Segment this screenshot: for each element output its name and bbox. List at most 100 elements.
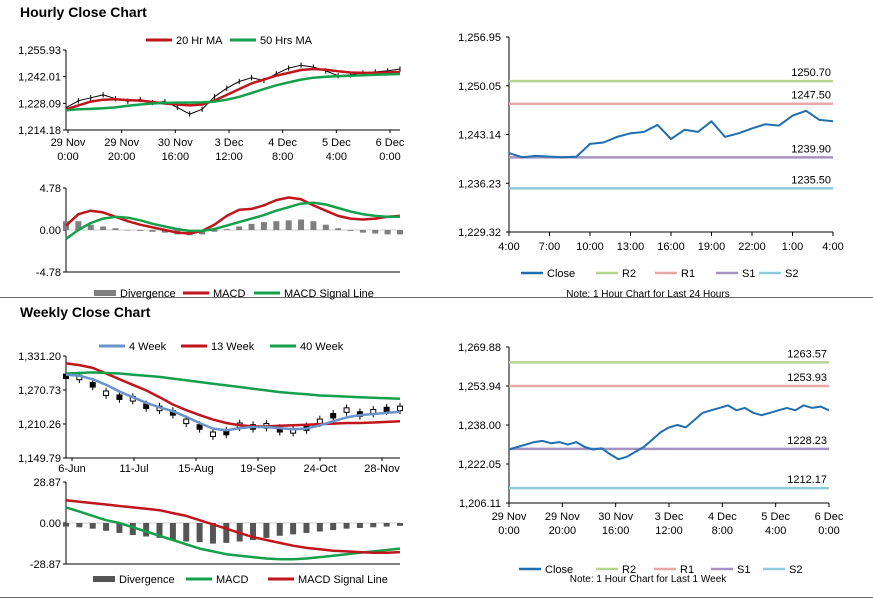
weekly-candle-body [383, 406, 390, 413]
weekly-divergence-bar [263, 523, 270, 538]
hourly-price-xtick-time: 0:00 [57, 151, 78, 163]
weekly-40wk-line [65, 371, 401, 401]
hourly-ma20-line [65, 67, 401, 111]
weekly-section-title: Weekly Close Chart [20, 304, 151, 320]
weekly_levels-xtick-date: 30 Nov [598, 511, 633, 523]
weekly-divergence-bar [223, 523, 230, 543]
hourly_levels-xtick-label: 13:00 [617, 241, 645, 253]
weekly-divergence-bar [129, 523, 136, 536]
hourly-divergence-bar [211, 230, 218, 232]
hourly_macd-ytick-label: 4.78 [40, 183, 61, 195]
hourly-divergence-bar [161, 230, 168, 233]
hourly_price-ytick-label: 1,255.93 [18, 45, 61, 57]
hourly-legend-ma20-label: 20 Hr MA [176, 35, 223, 47]
hourly_levels-legend-label-r2: R2 [622, 268, 636, 280]
hourly-macd-signal-line [65, 201, 400, 240]
hourly_levels-xtick-label: 4:00 [498, 241, 519, 253]
hourly_levels-xtick-label: 10:00 [576, 241, 604, 253]
weekly-candle-body [343, 407, 350, 413]
hourly-divergence-bar [347, 230, 354, 231]
hourly_levels-legend-label-s1: S1 [742, 268, 755, 280]
weekly_levels-xtick-time: 20:00 [549, 525, 577, 537]
weekly-4wk-line [65, 373, 401, 432]
weekly_levels-xtick-date: 29 Nov [545, 511, 580, 523]
hourly-divergence-bar [335, 228, 342, 230]
hourly-divergence-bar [273, 221, 280, 230]
weekly-divergence-bar [76, 523, 83, 528]
weekly-divergence-bar [250, 523, 257, 541]
weekly-price-xtick-label: 19-Sep [240, 463, 275, 475]
bottom-divider [0, 597, 873, 598]
hourly-section-title: Hourly Close Chart [20, 4, 147, 20]
hourly-price-xtick-date: 29 Nov [51, 137, 86, 149]
hourly_price-ytick-label: 1,214.18 [18, 125, 61, 137]
hourly_levels-level-label-r1: 1247.50 [791, 90, 831, 102]
hourly_levels-note: Note: 1 Hour Chart for Last 24 Hours [566, 289, 729, 300]
weekly_levels-note: Note: 1 Hour Chart for Last 1 Week [570, 574, 728, 585]
hourly-price-xtick-date: 30 Nov [158, 137, 193, 149]
weekly-legend-macd-label: MACD [216, 574, 248, 586]
hourly-divergence-bar [310, 221, 317, 230]
section-divider [0, 297, 873, 298]
hourly-divergence-bar [248, 223, 255, 230]
hourly-legend-divergence-label: Divergence [120, 288, 176, 300]
weekly_levels-legend-label-r2: R2 [622, 564, 636, 576]
hourly_levels-close-line [508, 109, 834, 159]
hourly-price-xtick-date: 6 Dec [376, 137, 405, 149]
weekly_levels-legend-label-s1: S1 [737, 564, 750, 576]
hourly-price-xtick-time: 20:00 [108, 151, 136, 163]
weekly-price-xtick-label: 6-Jun [58, 463, 86, 475]
weekly-divergence-bar [156, 523, 163, 538]
weekly-price-xtick-label: 15-Aug [178, 463, 213, 475]
weekly_price-ytick-label: 1,210.26 [18, 419, 61, 431]
weekly-macd-line [65, 506, 401, 561]
hourly_levels-xtick-label: 7:00 [539, 241, 560, 253]
hourly-legend-ma50-label: 50 Hrs MA [260, 35, 313, 47]
hourly-divergence-bar [285, 220, 292, 230]
hourly_levels-ytick-label: 1,250.05 [458, 81, 501, 93]
hourly_levels-ytick-label: 1,243.14 [458, 130, 501, 142]
weekly_price-ytick-label: 1,331.20 [18, 351, 61, 363]
weekly-legend-divergence-swatch [93, 576, 115, 582]
hourly-divergence-bar [322, 224, 329, 230]
hourly-divergence-bar [199, 230, 206, 235]
hourly_levels-level-label-r2: 1250.70 [791, 67, 831, 79]
weekly_levels-close-line [508, 404, 830, 461]
hourly_price-ytick-label: 1,242.01 [18, 72, 61, 84]
hourly_levels-legend-label-r1: R1 [681, 268, 695, 280]
weekly-divergence-bar [276, 523, 283, 536]
weekly_levels-legend-label-s2: S2 [789, 564, 802, 576]
hourly-legend-divergence-swatch [94, 290, 116, 296]
weekly_levels-legend-label-r1: R1 [680, 564, 694, 576]
weekly_levels-level-label-s2: 1212.17 [787, 474, 827, 486]
hourly-divergence-bar [359, 230, 366, 233]
weekly_levels-xtick-date: 6 Dec [815, 511, 844, 523]
weekly-candle-body [103, 390, 110, 396]
hourly_levels-legend-label-s2: S2 [785, 268, 798, 280]
weekly-divergence-bar [330, 523, 337, 531]
weekly_levels-ytick-label: 1,206.11 [459, 498, 501, 510]
weekly_levels-ytick-label: 1,269.88 [458, 342, 501, 354]
weekly-divergence-bar [356, 523, 363, 528]
hourly-price-xtick-time: 4:00 [326, 151, 347, 163]
hourly_levels-xtick-label: 1:00 [782, 241, 803, 253]
weekly-candle-body [89, 382, 96, 388]
hourly-price-xtick-time: 16:00 [162, 151, 190, 163]
hourly-divergence-bar [112, 228, 119, 230]
hourly_levels-xtick-label: 4:00 [822, 241, 843, 253]
weekly_levels-ytick-label: 1,222.05 [458, 459, 501, 471]
hourly-price-xtick-date: 29 Nov [104, 137, 139, 149]
weekly-divergence-bar [397, 523, 403, 526]
weekly-macd-signal-line [65, 499, 401, 555]
weekly-divergence-bar [103, 523, 110, 531]
weekly-divergence-bar [343, 523, 350, 529]
weekly_levels-xtick-time: 8:00 [712, 525, 733, 537]
weekly-legend-40wk-label: 40 Week [300, 341, 344, 353]
weekly-divergence-bar [63, 523, 69, 527]
hourly_macd-ytick-label: 0.00 [40, 225, 61, 237]
weekly_levels-xtick-time: 0:00 [818, 525, 839, 537]
weekly_levels-level-label-r1: 1253.93 [787, 372, 827, 384]
weekly_levels-xtick-date: 3 Dec [655, 511, 684, 523]
hourly_levels-xtick-label: 22:00 [738, 241, 766, 253]
hourly-legend-macd-label: MACD [213, 288, 245, 300]
